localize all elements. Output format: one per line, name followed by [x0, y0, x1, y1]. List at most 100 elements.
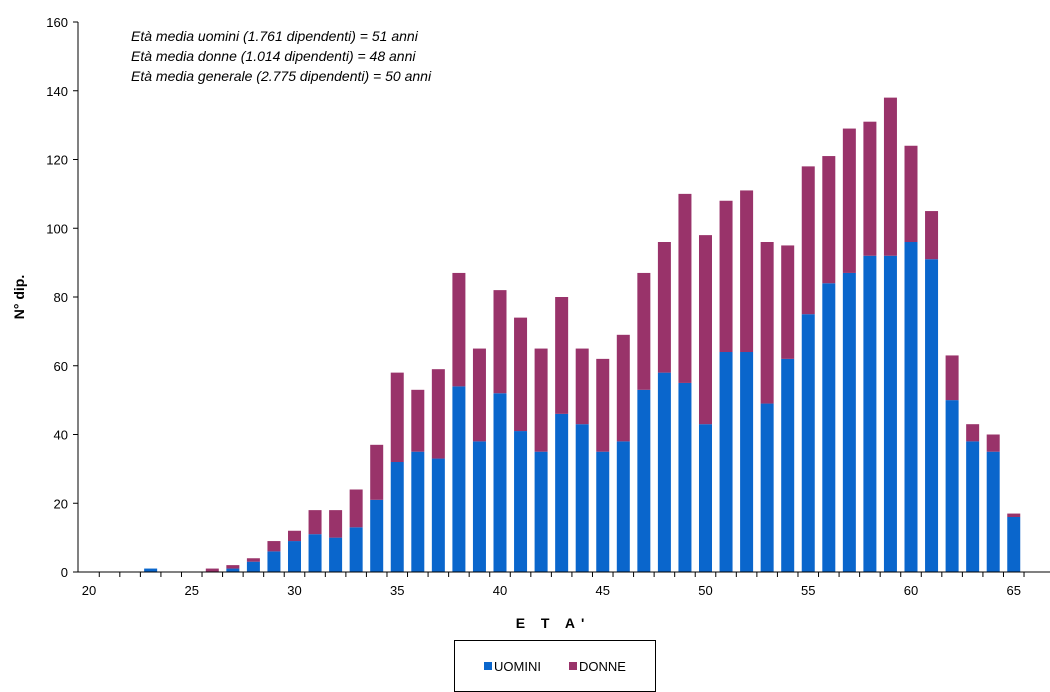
bar-uomini-61 [925, 259, 939, 572]
bar-uomini-60 [904, 242, 918, 572]
x-tick-label: 55 [801, 583, 815, 598]
bar-uomini-64 [986, 451, 1000, 572]
bar-uomini-49 [678, 382, 692, 572]
x-tick-label: 30 [287, 583, 301, 598]
x-tick-label: 60 [904, 583, 918, 598]
bar-uomini-53 [760, 403, 774, 572]
x-axis-ticks: 20 25 30 35 40 45 50 55 60 65 [82, 572, 1025, 598]
y-tick-label: 160 [46, 15, 68, 30]
x-tick-label: 65 [1007, 583, 1021, 598]
bar-uomini-38 [452, 386, 466, 572]
legend-swatch-donne [569, 662, 577, 670]
bar-uomini-35 [390, 462, 404, 572]
bar-uomini-23 [144, 568, 158, 572]
x-tick-label: 35 [390, 583, 404, 598]
bar-donne-48 [657, 242, 671, 373]
y-tick-label: 80 [54, 290, 68, 305]
bar-donne-33 [349, 489, 363, 528]
bar-uomini-40 [493, 393, 507, 572]
legend-item-uomini: UOMINI [484, 659, 541, 674]
bar-donne-37 [431, 369, 445, 459]
bar-donne-43 [555, 297, 569, 414]
y-tick-label: 20 [54, 496, 68, 511]
bar-donne-53 [760, 242, 774, 404]
bar-uomini-52 [740, 352, 754, 572]
bar-uomini-47 [637, 389, 651, 572]
bar-donne-51 [719, 200, 733, 352]
bar-uomini-58 [863, 255, 877, 572]
bar-uomini-63 [966, 441, 980, 572]
bar-uomini-54 [781, 358, 795, 572]
bar-donne-54 [781, 245, 795, 359]
bar-uomini-30 [288, 541, 301, 572]
bar-uomini-28 [246, 561, 260, 572]
bar-donne-45 [596, 358, 610, 452]
bar-uomini-37 [431, 458, 445, 572]
bar-uomini-27 [226, 568, 240, 572]
bar-donne-34 [370, 444, 384, 500]
bar-donne-31 [308, 510, 322, 535]
bar-uomini-48 [657, 372, 671, 572]
y-tick-label: 0 [61, 565, 68, 580]
bar-uomini-57 [842, 272, 856, 572]
legend-item-donne: DONNE [569, 659, 626, 674]
y-tick-label: 40 [54, 428, 68, 443]
annotation-overall: Età media generale (2.775 dipendenti) = … [131, 68, 432, 84]
legend-label-donne: DONNE [579, 658, 626, 674]
bar-uomini-43 [555, 413, 569, 572]
bar-donne-36 [411, 389, 425, 452]
bar-uomini-31 [308, 534, 322, 572]
annotation-men: Età media uomini (1.761 dipendenti) = 51… [131, 28, 419, 44]
x-tick-label: 40 [493, 583, 507, 598]
bar-donne-32 [329, 510, 343, 538]
legend-swatch-uomini [484, 662, 493, 670]
bar-donne-56 [822, 156, 836, 284]
bar-donne-49 [678, 193, 692, 383]
bar-uomini-34 [370, 499, 384, 572]
bar-donne-27 [226, 565, 240, 569]
bar-donne-40 [493, 290, 507, 394]
bar-uomini-36 [411, 451, 425, 572]
bar-uomini-56 [822, 283, 836, 572]
bar-donne-62 [945, 355, 959, 401]
bar-donne-47 [637, 272, 651, 390]
bar-uomini-29 [267, 551, 281, 572]
age-distribution-chart: Età media uomini (1.761 dipendenti) = 51… [11, 15, 1050, 631]
bar-uomini-51 [719, 352, 733, 572]
bar-donne-60 [904, 145, 918, 242]
bar-donne-28 [246, 558, 260, 562]
bar-uomini-50 [699, 424, 712, 572]
x-tick-label: 50 [698, 583, 712, 598]
bar-uomini-44 [575, 424, 589, 572]
bar-uomini-45 [596, 451, 610, 572]
bar-donne-65 [1007, 513, 1021, 517]
bar-donne-26 [205, 568, 219, 572]
bar-uomini-65 [1007, 517, 1021, 572]
bar-donne-38 [452, 272, 466, 387]
bar-donne-61 [925, 211, 939, 260]
bar-donne-35 [390, 372, 404, 462]
bar-donne-41 [514, 317, 528, 432]
y-tick-label: 120 [46, 153, 68, 168]
x-tick-label: 45 [596, 583, 610, 598]
annotations: Età media uomini (1.761 dipendenti) = 51… [131, 28, 432, 84]
y-axis-ticks: 0 20 40 60 80 100 120 140 160 [46, 15, 78, 580]
bar-uomini-32 [329, 537, 343, 572]
bar-uomini-55 [801, 314, 815, 572]
bar-uomini-59 [883, 255, 897, 572]
bar-uomini-41 [514, 431, 528, 572]
bar-donne-57 [842, 128, 856, 273]
bar-donne-39 [472, 348, 486, 442]
bar-donne-29 [267, 541, 281, 552]
bar-donne-58 [863, 121, 877, 256]
bar-uomini-33 [349, 527, 363, 572]
y-tick-label: 60 [54, 359, 68, 374]
x-tick-label: 20 [82, 583, 96, 598]
bar-donne-46 [616, 334, 630, 442]
bar-donne-42 [534, 348, 548, 452]
bars-group [144, 97, 1021, 572]
bar-donne-44 [575, 348, 589, 425]
bar-donne-30 [288, 530, 301, 542]
bar-donne-63 [966, 424, 980, 442]
bar-uomini-62 [945, 400, 959, 572]
